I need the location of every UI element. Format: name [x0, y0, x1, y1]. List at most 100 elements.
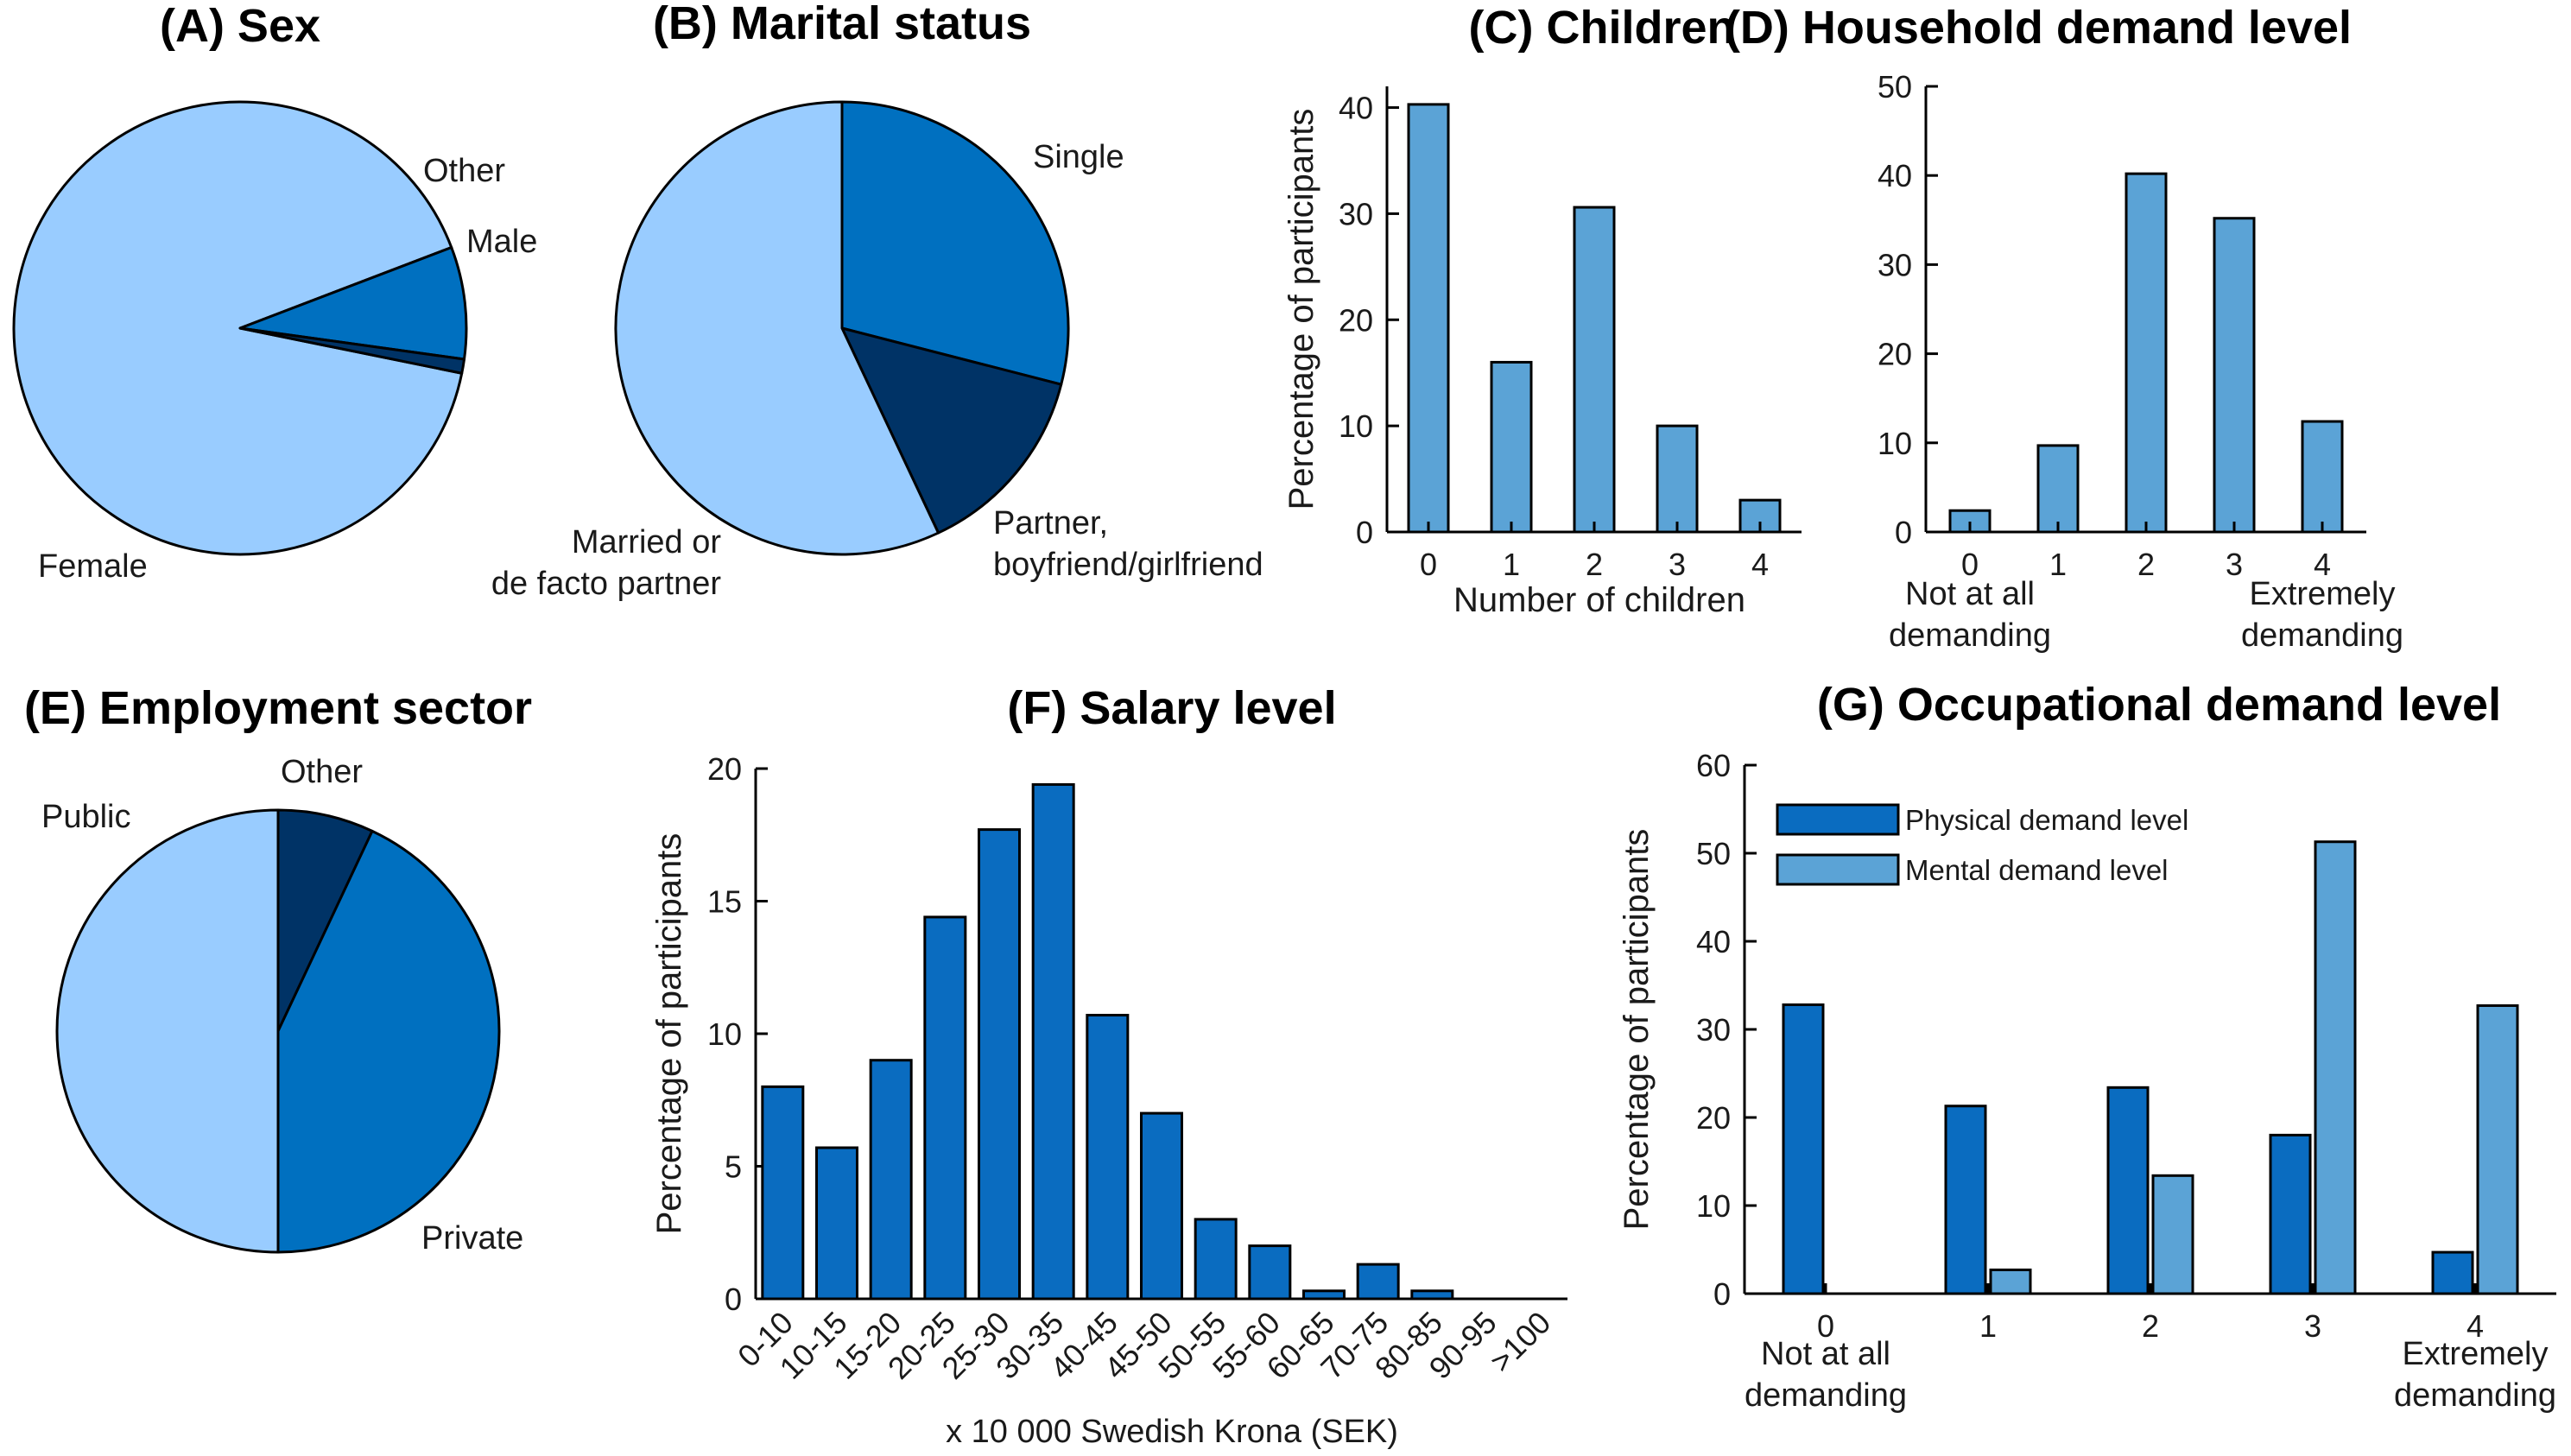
y-tick-label: 30	[1696, 1012, 1731, 1048]
bar	[2213, 217, 2256, 534]
slice-label: Private	[421, 1220, 523, 1257]
y-tick-label: 30	[1878, 247, 1912, 282]
pie-slice-female	[12, 100, 464, 556]
y-tick-label: 15	[707, 884, 742, 920]
x-axis-label: x 10 000 Swedish Krona (SEK)	[946, 1414, 1398, 1450]
y-tick-label: 30	[1339, 196, 1373, 231]
y-tick-label: 0	[1895, 515, 1912, 550]
slice-label: Public	[41, 799, 131, 835]
x-tick-label: 1	[1503, 547, 1520, 582]
bar	[1782, 1003, 1825, 1295]
slice-label: de facto partner	[491, 566, 722, 602]
x-tick-label: 2	[1586, 547, 1603, 582]
y-axis-label: Percentage of participants	[1282, 109, 1320, 510]
x-end-label-left: Not at all	[1905, 576, 2035, 612]
x-tick-label: 4	[2314, 547, 2331, 582]
bar	[2269, 1133, 2312, 1295]
chart-title: (D) Household demand level	[1725, 2, 2352, 54]
pie-chart-B: (B) Marital status Single Partner, boyfrien…	[491, 0, 1263, 602]
y-tick-label: 20	[1339, 302, 1373, 338]
slice-label: Single	[1033, 139, 1124, 175]
y-tick-label: 50	[1696, 836, 1731, 871]
y-tick-label: 10	[1878, 426, 1912, 461]
bar	[2431, 1250, 2474, 1295]
x-tick-label: >100	[1483, 1305, 1557, 1379]
pie-chart-E: (E) Employment sector Other Private Public	[24, 682, 532, 1257]
y-tick-label: 10	[1696, 1188, 1731, 1224]
bar	[2314, 840, 2357, 1295]
x-tick-label: 2	[2137, 547, 2155, 582]
y-tick-label: 20	[707, 751, 742, 787]
x-end-label-left: demanding	[1889, 617, 2051, 654]
x-tick-label: 2	[2142, 1308, 2159, 1344]
bar	[1086, 1014, 1130, 1301]
bar	[1302, 1289, 1346, 1301]
pie-chart-A: (A) Sex Female Male Other	[12, 0, 537, 585]
x-tick-label: 3	[2304, 1308, 2321, 1344]
bar-chart-F: (F) Salary level 0 5 10 15 20 Percentage of pa…	[650, 682, 1567, 1450]
chart-title: (B) Marital status	[653, 0, 1031, 49]
x-tick-label: 3	[2226, 547, 2243, 582]
y-tick-label: 20	[1878, 337, 1912, 372]
legend-swatch	[1776, 803, 1900, 836]
bar	[1573, 206, 1616, 534]
bar	[1356, 1263, 1400, 1301]
y-tick-label: 60	[1696, 748, 1731, 783]
slice-label: Other	[281, 754, 363, 790]
bar	[923, 915, 967, 1301]
pie-slice-married-or	[614, 100, 940, 556]
y-tick-label: 0	[1713, 1276, 1731, 1312]
slice-label: Other	[423, 153, 505, 189]
y-tick-label: 5	[725, 1149, 742, 1185]
legend-label: Mental demand level	[1905, 854, 2169, 886]
x-tick-label: 4	[1751, 547, 1769, 582]
slice-label: boyfriend/girlfriend	[993, 547, 1263, 583]
bar	[1194, 1218, 1238, 1301]
bar	[869, 1059, 913, 1301]
pie-slice-other	[238, 326, 466, 375]
y-axis-label: Percentage of participants	[1618, 829, 1656, 1231]
pie-slice-partner	[840, 326, 1063, 535]
legend-swatch	[1776, 853, 1900, 886]
bar	[761, 1085, 805, 1301]
bar	[2125, 172, 2168, 534]
bar-chart-G: (G) Occupational demand level01020304050…	[1618, 679, 2556, 1414]
y-axis-label: Percentage of participants	[650, 833, 688, 1235]
x-tick-label: 1	[2049, 547, 2067, 582]
slice-label: Male	[466, 224, 537, 260]
pie-slice-private	[276, 829, 501, 1254]
bar	[978, 828, 1021, 1301]
y-tick-label: 0	[1356, 515, 1373, 550]
y-tick-label: 20	[1696, 1100, 1731, 1136]
pie-slice-other	[276, 808, 374, 1033]
x-tick-label: 0	[1817, 1308, 1834, 1344]
x-tick-label: 0	[1420, 547, 1437, 582]
bar	[2036, 444, 2080, 534]
bar	[2106, 1086, 2150, 1295]
bar	[1140, 1111, 1183, 1301]
chart-title: (C) Children	[1469, 2, 1736, 54]
bar	[2476, 1003, 2519, 1295]
x-end-label-right: demanding	[2394, 1377, 2556, 1414]
bar	[2151, 1174, 2194, 1295]
bar	[1407, 103, 1450, 534]
slice-label: Female	[38, 548, 148, 585]
chart-title: (E) Employment sector	[24, 682, 532, 734]
bar	[1248, 1244, 1292, 1301]
y-tick-label: 40	[1878, 158, 1912, 193]
bar	[1656, 424, 1699, 534]
bar	[1490, 360, 1533, 534]
slice-label: Married or	[572, 524, 721, 560]
bar-chart-D: (D) Household demand level 0 10 20 30 40 50 0 1 2…	[1725, 2, 2403, 654]
legend-label: Physical demand level	[1905, 804, 2188, 836]
bar	[1944, 1105, 1987, 1295]
x-end-label-left: Not at all	[1761, 1336, 1890, 1372]
y-tick-label: 10	[707, 1016, 742, 1052]
x-axis-label: Number of children	[1453, 581, 1745, 619]
pie-slice-male	[238, 246, 468, 361]
x-end-label-right: demanding	[2241, 617, 2403, 654]
chart-title: (F) Salary level	[1007, 682, 1336, 734]
y-tick-label: 40	[1696, 924, 1731, 959]
x-end-label-right: Extremely	[2250, 576, 2396, 612]
